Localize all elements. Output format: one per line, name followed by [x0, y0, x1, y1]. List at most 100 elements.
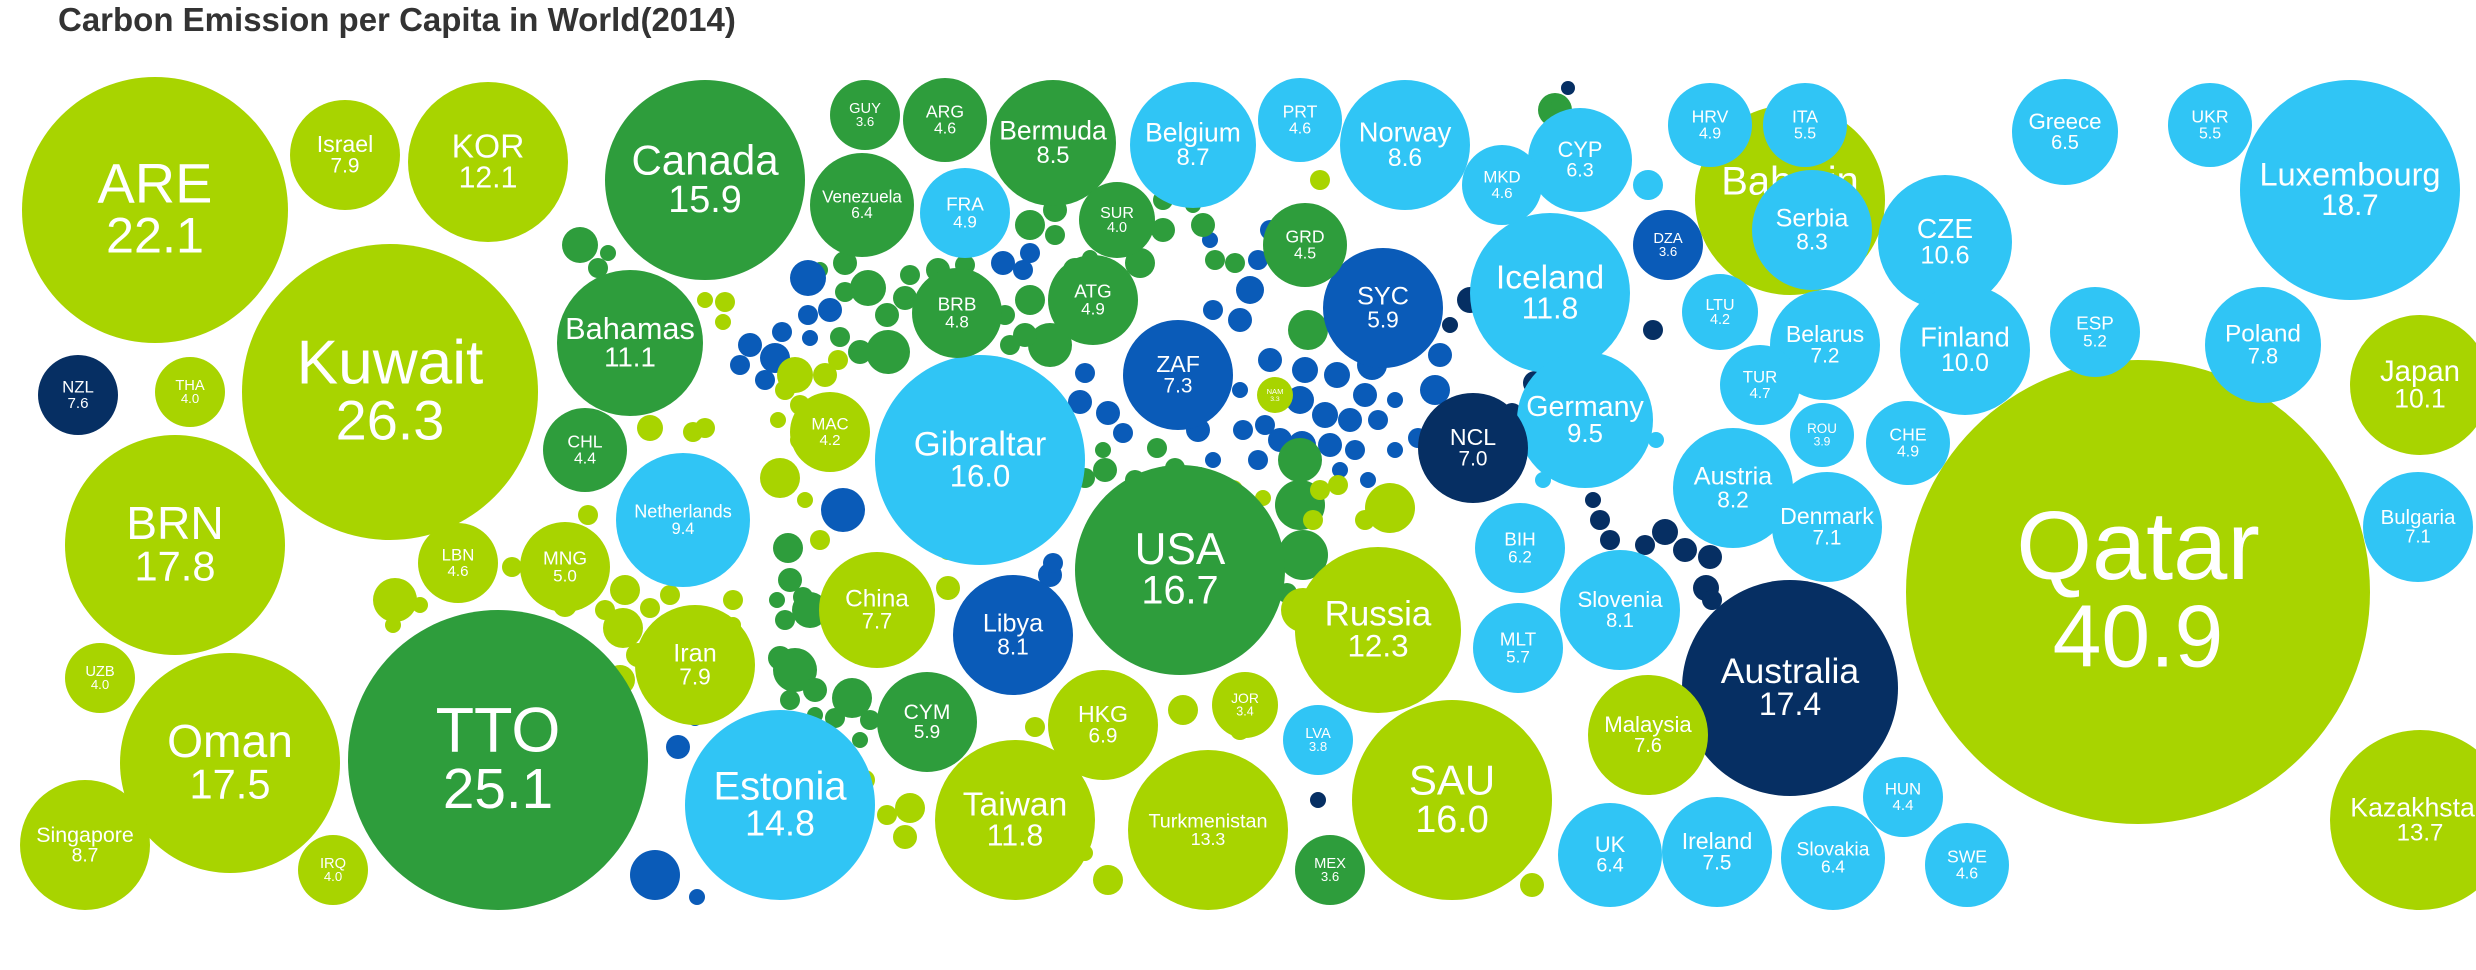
- bubble-small: [1310, 792, 1326, 808]
- bubble-label: MEX: [1314, 856, 1346, 872]
- bubble-label: HUN: [1885, 780, 1921, 799]
- bubble-value: 7.1: [1813, 527, 1842, 550]
- bubble-value: 4.6: [1956, 865, 1978, 882]
- bubble-small: [610, 575, 640, 605]
- bubble-uk[interactable]: UK6.4: [1558, 803, 1662, 907]
- bubble-small: [1600, 530, 1620, 550]
- bubble-small: [1020, 243, 1040, 263]
- bubble-label: KOR: [452, 128, 525, 165]
- bubble-small: [798, 305, 818, 325]
- bubble-small: [1643, 320, 1663, 340]
- bubble-small: [1236, 276, 1264, 304]
- bubble-value: 8.6: [1388, 145, 1422, 172]
- bubble-small: [588, 258, 608, 278]
- bubble-small: [697, 292, 713, 308]
